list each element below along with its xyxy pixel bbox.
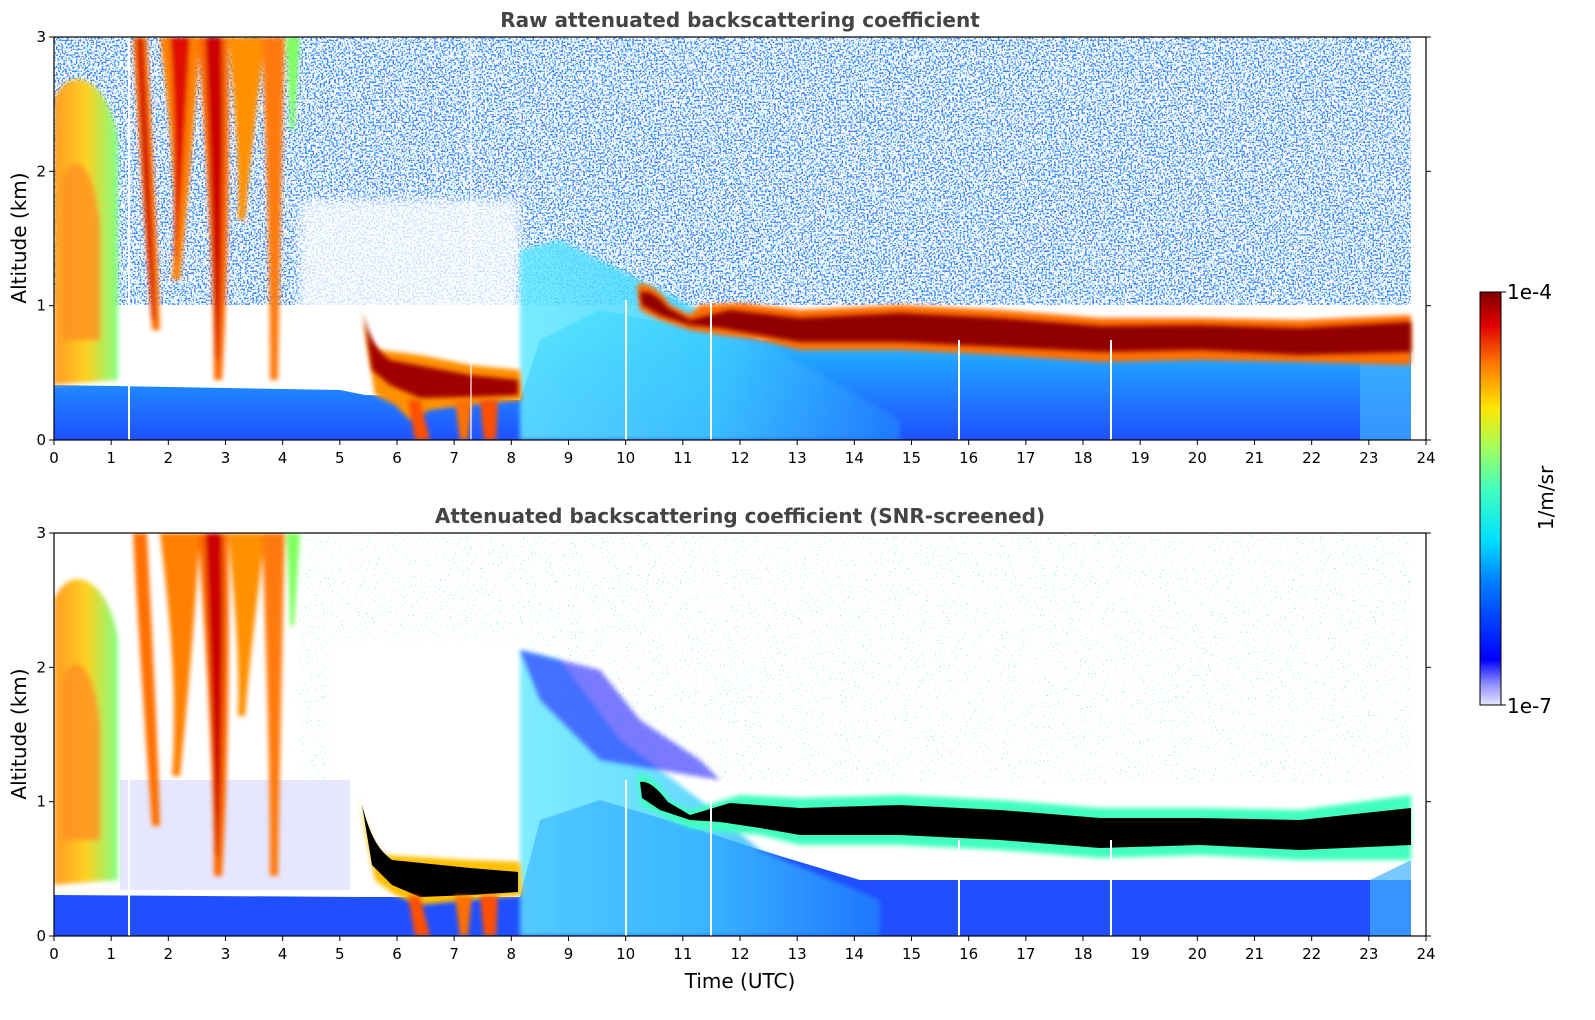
panel-raw-x-tick-label: 17 [1016, 449, 1035, 467]
panel-raw-x-tick-label: 19 [1131, 449, 1150, 467]
panel-raw-x-tick-label: 4 [278, 449, 288, 467]
panel-screened: Attenuated backscattering coefficient (S… [7, 504, 1436, 993]
panel-screened-x-tick-label: 15 [902, 945, 921, 963]
panel-screened-x-tick-label: 18 [1073, 945, 1092, 963]
panel-raw-x-tick-label: 20 [1188, 449, 1207, 467]
panel-screened-x-tick-label: 21 [1245, 945, 1264, 963]
panel-screened-x-tick-label: 23 [1359, 945, 1378, 963]
panel-raw: Raw attenuated backscattering coefficien… [7, 8, 1436, 467]
panel-raw-x-tick-label: 16 [959, 449, 978, 467]
panel-screened-title: Attenuated backscattering coefficient (S… [435, 504, 1045, 528]
panel-screened-x-tick-label: 22 [1302, 945, 1321, 963]
panel-screened-x-tick-label: 7 [449, 945, 459, 963]
panel-raw-x-ticks: 0 1 2 3 4 5 6 7 8 9 10 11 12 13 14 15 16 17 18 19 20 21 22 23 24 [49, 440, 1436, 467]
panel-screened-x-tick-label: 13 [788, 945, 807, 963]
panel-screened-x-tick-label: 8 [507, 945, 517, 963]
panel-raw-x-tick-label: 14 [845, 449, 864, 467]
panel-raw-x-tick-label: 22 [1302, 449, 1321, 467]
panel-raw-y-tick-label: 2 [36, 162, 46, 180]
panel-raw-x-tick-label: 15 [902, 449, 921, 467]
panel-screened-x-tick-label: 5 [335, 945, 345, 963]
panel-screened-x-tick-label: 3 [221, 945, 231, 963]
panel-raw-x-tick-label: 5 [335, 449, 345, 467]
panel-screened-x-tick-label: 1 [106, 945, 116, 963]
panel-raw-x-tick-label: 8 [507, 449, 517, 467]
panel-screened-x-tick-label: 20 [1188, 945, 1207, 963]
panel-raw-y-label: Altitude (km) [7, 172, 31, 303]
panel-raw-x-tick-label: 21 [1245, 449, 1264, 467]
panel-raw-x-tick-label: 7 [449, 449, 459, 467]
panel-screened-x-tick-label: 0 [49, 945, 59, 963]
panel-screened-y-ticks: 0 1 2 3 [36, 524, 1431, 945]
colorbar-min-label: 1e-7 [1507, 694, 1552, 718]
panel-raw-x-tick-label: 1 [106, 449, 116, 467]
panel-raw-heatmap [54, 37, 1411, 440]
colorbar-max-label: 1e-4 [1507, 280, 1552, 304]
panel-raw-x-tick-label: 24 [1416, 449, 1435, 467]
panel-raw-y-tick-label: 3 [36, 28, 46, 46]
colorbar: 1e-4 1e-7 1/m/sr [1479, 280, 1558, 718]
panel-raw-x-tick-label: 12 [730, 449, 749, 467]
panel-raw-y-ticks: 0 1 2 3 [36, 28, 1431, 449]
panel-raw-x-tick-label: 13 [788, 449, 807, 467]
panel-raw-x-tick-label: 9 [564, 449, 574, 467]
panel-screened-heatmap [54, 533, 1426, 936]
colorbar-unit-label: 1/m/sr [1534, 465, 1558, 530]
panel-screened-x-tick-label: 9 [564, 945, 574, 963]
panel-screened-y-tick-label: 0 [36, 927, 46, 945]
panel-screened-x-tick-label: 2 [164, 945, 174, 963]
panel-screened-x-tick-label: 16 [959, 945, 978, 963]
panel-screened-x-tick-label: 17 [1016, 945, 1035, 963]
panel-raw-x-tick-label: 2 [164, 449, 174, 467]
panel-screened-x-tick-label: 12 [730, 945, 749, 963]
panel-screened-y-tick-label: 2 [36, 658, 46, 676]
panel-screened-x-tick-label: 6 [392, 945, 402, 963]
panel-raw-x-tick-label: 3 [221, 449, 231, 467]
panel-raw-x-tick-label: 6 [392, 449, 402, 467]
panel-screened-x-tick-label: 19 [1131, 945, 1150, 963]
panel-raw-x-tick-label: 23 [1359, 449, 1378, 467]
panel-screened-y-label: Altitude (km) [7, 668, 31, 799]
panel-screened-x-tick-label: 14 [845, 945, 864, 963]
panel-screened-y-tick-label: 3 [36, 524, 46, 542]
panel-screened-y-tick-label: 1 [36, 793, 46, 811]
panel-raw-x-tick-label: 0 [49, 449, 59, 467]
panel-screened-x-label: Time (UTC) [684, 969, 796, 993]
panel-screened-x-ticks: 0 1 2 3 4 5 6 7 8 9 10 11 12 13 14 15 16 17 18 19 20 21 22 23 24 [49, 936, 1436, 963]
panel-raw-y-tick-label: 1 [36, 297, 46, 315]
panel-raw-x-tick-label: 10 [616, 449, 635, 467]
panel-screened-x-tick-label: 10 [616, 945, 635, 963]
panel-screened-x-tick-label: 24 [1416, 945, 1435, 963]
panel-screened-x-tick-label: 11 [673, 945, 692, 963]
panel-screened-x-tick-label: 4 [278, 945, 288, 963]
colorbar-gradient [1479, 291, 1502, 706]
panel-raw-title: Raw attenuated backscattering coefficien… [500, 8, 980, 32]
panel-raw-x-tick-label: 18 [1073, 449, 1092, 467]
panel-raw-x-tick-label: 11 [673, 449, 692, 467]
panel-raw-y-tick-label: 0 [36, 431, 46, 449]
